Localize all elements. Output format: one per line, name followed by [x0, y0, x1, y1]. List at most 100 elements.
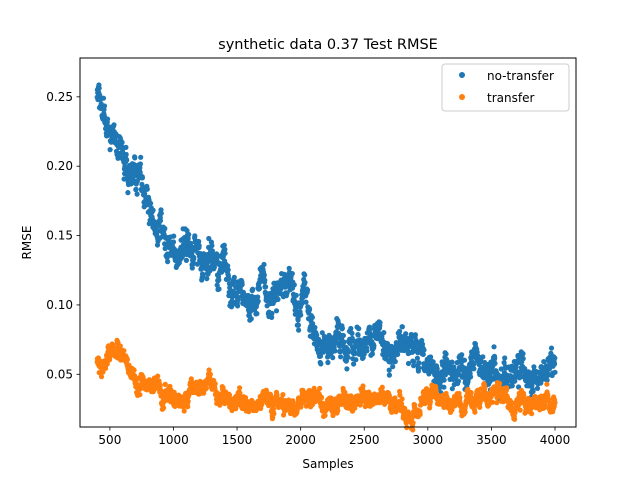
- data-point: [472, 409, 478, 415]
- x-tick-label: 2000: [285, 433, 316, 447]
- data-point: [416, 365, 422, 371]
- data-point: [270, 406, 276, 412]
- data-point: [428, 354, 434, 360]
- data-point: [111, 122, 117, 128]
- data-point: [255, 298, 261, 304]
- data-point: [119, 139, 125, 146]
- data-point: [552, 355, 558, 361]
- y-tick-label: 0.10: [46, 298, 73, 312]
- data-point: [517, 407, 523, 413]
- data-point: [185, 235, 191, 241]
- data-point: [139, 175, 145, 181]
- data-point: [184, 228, 190, 234]
- data-point: [318, 394, 325, 400]
- data-point: [157, 382, 163, 388]
- data-point: [261, 272, 267, 278]
- data-point: [545, 371, 551, 377]
- data-point: [531, 364, 537, 370]
- data-point: [341, 339, 347, 345]
- data-point: [225, 263, 231, 269]
- points-layer: [94, 82, 558, 433]
- data-point: [206, 367, 212, 373]
- data-point: [449, 386, 455, 392]
- data-point: [340, 332, 346, 339]
- data-point: [293, 292, 299, 298]
- data-point: [522, 366, 528, 372]
- data-point: [311, 385, 317, 391]
- data-point: [196, 238, 202, 245]
- legend-label-transfer: transfer: [487, 91, 534, 105]
- data-point: [317, 353, 324, 359]
- data-point: [196, 243, 202, 249]
- data-point: [302, 279, 308, 286]
- data-point: [231, 274, 237, 280]
- data-point: [155, 373, 161, 379]
- data-point: [200, 272, 206, 278]
- data-point: [509, 400, 515, 406]
- data-point: [369, 351, 375, 357]
- data-point: [183, 257, 189, 263]
- data-point: [287, 410, 294, 417]
- data-point: [101, 103, 108, 109]
- data-point: [237, 385, 243, 391]
- data-point: [185, 398, 191, 404]
- data-point: [490, 399, 496, 405]
- data-point: [412, 402, 418, 408]
- chart-title: synthetic data 0.37 Test RMSE: [218, 37, 438, 53]
- data-point: [542, 404, 548, 410]
- data-point: [356, 326, 362, 332]
- data-point: [546, 397, 552, 403]
- y-tick-label: 0.15: [46, 229, 73, 243]
- data-point: [455, 378, 461, 384]
- data-point: [137, 392, 143, 398]
- data-point: [220, 385, 226, 391]
- data-point: [414, 355, 420, 361]
- data-point: [411, 363, 417, 369]
- data-point: [353, 357, 359, 363]
- legend-marker-no-transfer: [459, 72, 465, 78]
- data-point: [552, 400, 558, 406]
- data-point: [96, 85, 102, 91]
- data-point: [150, 207, 156, 213]
- data-point: [387, 359, 393, 365]
- data-point: [298, 404, 304, 410]
- data-point: [204, 276, 210, 282]
- data-point: [552, 369, 558, 375]
- data-point: [286, 265, 292, 271]
- data-point: [263, 284, 269, 290]
- data-point: [456, 371, 462, 377]
- data-point: [351, 361, 357, 367]
- data-point: [420, 351, 426, 357]
- y-tick-label: 0.20: [46, 159, 73, 173]
- data-point: [161, 405, 167, 411]
- data-point: [349, 330, 355, 336]
- data-point: [152, 219, 158, 225]
- data-point: [521, 392, 527, 398]
- data-point: [269, 314, 275, 320]
- y-tick-label: 0.05: [46, 367, 73, 381]
- data-point: [318, 361, 324, 367]
- data-point: [226, 392, 232, 398]
- data-point: [449, 407, 455, 413]
- data-point: [449, 359, 455, 365]
- legend-marker-transfer: [459, 94, 465, 100]
- data-point: [156, 223, 162, 229]
- x-tick-label: 3500: [476, 433, 507, 447]
- data-point: [170, 239, 177, 245]
- data-point: [511, 416, 518, 422]
- plot-frame: [79, 57, 577, 428]
- data-point: [209, 242, 215, 249]
- x-tick-label: 2500: [349, 433, 380, 447]
- data-point: [399, 396, 405, 402]
- plot-area: [79, 57, 577, 433]
- data-point: [312, 324, 318, 331]
- legend-label-no-transfer: no-transfer: [487, 69, 554, 83]
- data-point: [165, 259, 171, 265]
- data-point: [134, 191, 140, 197]
- data-point: [185, 404, 191, 410]
- data-point: [419, 341, 426, 347]
- data-point: [468, 374, 474, 380]
- data-point: [360, 383, 366, 389]
- data-point: [203, 385, 209, 391]
- data-point: [512, 378, 518, 384]
